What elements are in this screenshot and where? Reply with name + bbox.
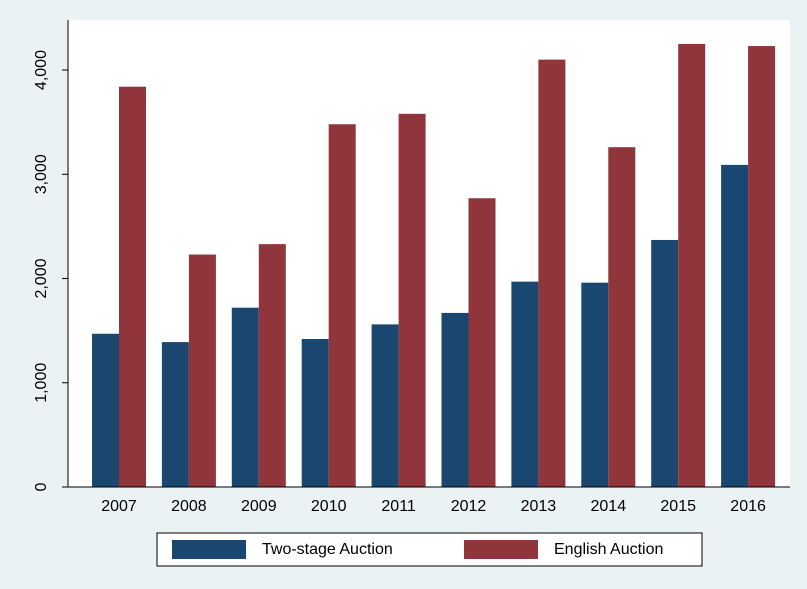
bar [301,338,329,487]
bar [468,198,496,487]
bar [748,46,776,487]
x-tick-label: 2009 [241,498,277,515]
bar [371,324,399,487]
bar [119,86,146,487]
legend-label: Two-stage Auction [262,541,393,558]
x-tick-label: 2011 [381,498,416,515]
bar [258,244,286,487]
y-tick-label: 1,000 [33,363,50,403]
x-tick-label: 2008 [171,498,207,515]
bar [721,164,749,488]
bar [398,113,426,488]
bar [511,281,539,487]
x-tick-label: 2016 [730,498,766,515]
bar [231,307,259,487]
bar [161,342,189,487]
bar [538,59,566,488]
x-tick-label: 2012 [451,498,487,515]
bar [678,43,706,488]
bar [581,282,609,487]
x-tick-label: 2013 [521,498,557,515]
y-tick-label: 4,000 [33,50,50,90]
bar [92,333,119,487]
legend-swatch [464,540,538,559]
y-tick-label: 2,000 [33,258,50,298]
x-tick-label: 2010 [311,498,347,515]
bar [188,254,216,487]
bar [328,124,356,487]
x-tick-label: 2015 [660,498,696,515]
legend-label: English Auction [554,541,663,558]
y-tick-label: 3,000 [33,154,50,194]
y-tick-label: 0 [33,482,50,491]
x-tick-label: 2007 [101,498,137,515]
legend [156,532,703,567]
legend-swatch [172,540,246,559]
bar [651,239,679,487]
x-tick-label: 2014 [591,498,627,515]
bar [441,312,469,487]
bar [608,147,636,487]
